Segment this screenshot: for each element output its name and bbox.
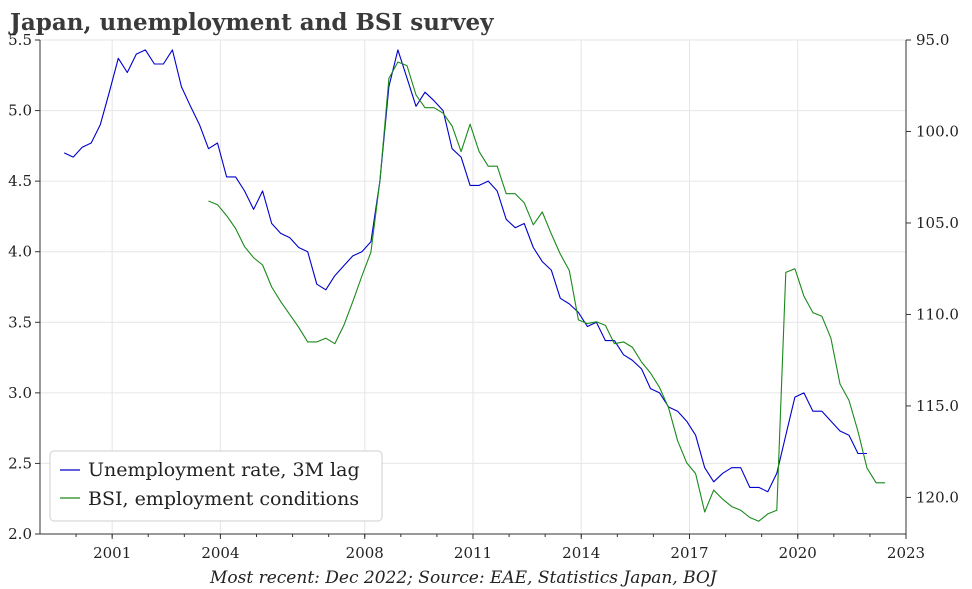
chart-title: Japan, unemployment and BSI survey: [8, 9, 494, 36]
x-tick-label: 2017: [670, 544, 708, 562]
series-line-unemployment: [63, 49, 867, 493]
y-right-tick-label: 100.0: [916, 122, 959, 140]
x-tick-label: 2020: [779, 544, 817, 562]
legend-box: [49, 450, 383, 522]
series-line-bsi: [208, 61, 886, 522]
x-tick-label: 2004: [201, 544, 239, 562]
legend-label-bsi: BSI, employment conditions: [88, 488, 359, 510]
y-left-tick-label: 5.0: [8, 102, 32, 120]
x-tick-label: 2001: [93, 544, 131, 562]
x-tick-label: 2023: [887, 544, 925, 562]
x-tick-label: 2011: [454, 544, 492, 562]
y-left-tick-label: 3.0: [8, 384, 32, 402]
y-left-tick-label: 4.5: [8, 172, 32, 190]
y-left-tick-label: 5.5: [8, 31, 32, 49]
grid-lines: [40, 39, 907, 535]
y-right-tick-label: 95.0: [916, 31, 949, 49]
tick-labels: 2001 2004 2008 2011 2014 2017 2020 2023 2.0 2.5 3.…: [8, 31, 959, 562]
y-right-tick-label: 110.0: [916, 305, 959, 323]
y-left-tick-label: 2.0: [8, 525, 32, 543]
y-right-tick-label: 115.0: [916, 397, 959, 415]
y-left-tick-label: 4.0: [8, 243, 32, 261]
y-right-tick-label: 120.0: [916, 488, 959, 506]
y-right-tick-label: 105.0: [916, 214, 959, 232]
legend-label-unemployment: Unemployment rate, 3M lag: [88, 459, 360, 481]
x-tick-label: 2014: [562, 544, 600, 562]
x-tick-label: 2008: [346, 544, 384, 562]
legend: Unemployment rate, 3M lag BSI, employmen…: [49, 450, 383, 522]
source-note: Most recent: Dec 2022; Source: EAE, Stat…: [209, 568, 718, 588]
axes: [35, 39, 911, 539]
y-left-tick-label: 2.5: [8, 454, 32, 472]
y-left-tick-label: 3.5: [8, 313, 32, 331]
series-lines: [63, 49, 886, 522]
